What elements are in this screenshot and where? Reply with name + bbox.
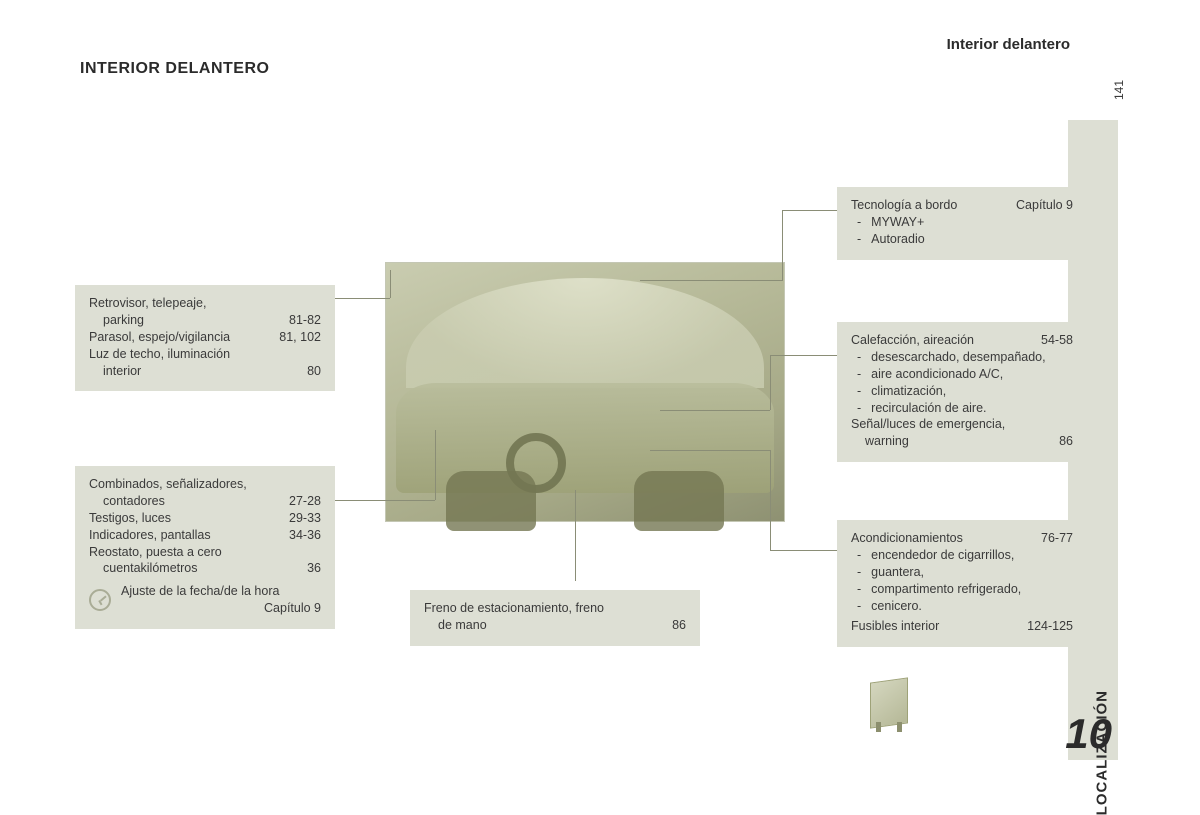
text: Tecnología a bordo — [851, 197, 1004, 214]
page-ref: Capítulo 9 — [1016, 197, 1073, 214]
leader-line — [435, 430, 436, 500]
text: de mano — [438, 617, 660, 634]
page-ref: 80 — [307, 363, 321, 380]
text: desescarchado, desempañado, — [871, 349, 1045, 366]
text: cuentakilómetros — [103, 560, 295, 577]
leader-line — [575, 580, 576, 581]
text: Testigos, luces — [89, 510, 277, 527]
leader-line — [770, 450, 771, 550]
leader-line — [782, 210, 837, 211]
box-mirrors: Retrovisor, telepeaje, parking 81-82 Para… — [75, 285, 335, 391]
leader-line — [335, 298, 390, 299]
leader-line — [390, 270, 391, 298]
box-heating: Calefacción, aireación 54-58 desescarchad… — [837, 322, 1087, 462]
page-ref: 81-82 — [289, 312, 321, 329]
page-ref: 81, 102 — [279, 329, 321, 346]
text: cenicero. — [871, 598, 922, 615]
box-instruments: Combinados, señalizadores, contadores 27-… — [75, 466, 335, 629]
page-ref: 54-58 — [1041, 332, 1073, 349]
text: Retrovisor, telepeaje, — [89, 295, 309, 312]
text: warning — [865, 433, 1047, 450]
leader-line — [640, 280, 783, 281]
page-number: 141 — [1112, 80, 1126, 100]
text: Acondicionamientos — [851, 530, 1029, 547]
page-ref: 86 — [1059, 433, 1073, 450]
text: aire acondicionado A/C, — [871, 366, 1003, 383]
leader-line — [770, 355, 771, 410]
text: Reostato, puesta a cero — [89, 544, 309, 561]
leader-line — [575, 490, 576, 580]
box-onboard-tech: Tecnología a bordo Capítulo 9 MYWAY+ Auto… — [837, 187, 1087, 260]
text: encendedor de cigarrillos, — [871, 547, 1014, 564]
text: Calefacción, aireación — [851, 332, 1029, 349]
leader-line — [660, 410, 770, 411]
section-header: Interior delantero — [947, 36, 1070, 53]
text: guantera, — [871, 564, 924, 581]
leader-line — [770, 550, 837, 551]
page-ref: 34-36 — [289, 527, 321, 544]
page-ref: 86 — [672, 617, 686, 634]
text: Fusibles interior — [851, 618, 1015, 635]
page-ref: 27-28 — [289, 493, 321, 510]
page-title: INTERIOR DELANTERO — [80, 60, 269, 78]
leader-line — [770, 355, 837, 356]
text: Freno de estacionamiento, freno — [424, 600, 686, 617]
text: Ajuste de la fecha/de la hora — [121, 583, 321, 600]
text: contadores — [103, 493, 277, 510]
chapter-number: 10 — [1065, 710, 1112, 758]
text: Indicadores, pantallas — [89, 527, 277, 544]
text: Señal/luces de emergencia, — [851, 416, 1073, 433]
text: Autoradio — [871, 231, 925, 248]
text: interior — [103, 363, 295, 380]
text: MYWAY+ — [871, 214, 924, 231]
text: Luz de techo, iluminación — [89, 346, 309, 363]
box-parking-brake: Freno de estacionamiento, freno de mano 8… — [410, 590, 700, 646]
interior-illustration — [385, 262, 785, 522]
text: Combinados, señalizadores, — [89, 476, 309, 493]
fuse-icon — [870, 680, 908, 726]
leader-line — [335, 500, 435, 501]
page-ref: 36 — [307, 560, 321, 577]
text: recirculación de aire. — [871, 400, 986, 417]
text: compartimento refrigerado, — [871, 581, 1021, 598]
box-fittings: Acondicionamientos 76-77 encendedor de ci… — [837, 520, 1087, 647]
text: Parasol, espejo/vigilancia — [89, 329, 267, 346]
text: climatización, — [871, 383, 946, 400]
leader-line — [782, 210, 783, 280]
page-ref: Capítulo 9 — [121, 600, 321, 617]
text: parking — [103, 312, 277, 329]
page-ref: 29-33 — [289, 510, 321, 527]
leader-line — [650, 450, 770, 451]
page-ref: 124-125 — [1027, 618, 1073, 635]
page-ref: 76-77 — [1041, 530, 1073, 547]
clock-icon — [89, 589, 111, 611]
